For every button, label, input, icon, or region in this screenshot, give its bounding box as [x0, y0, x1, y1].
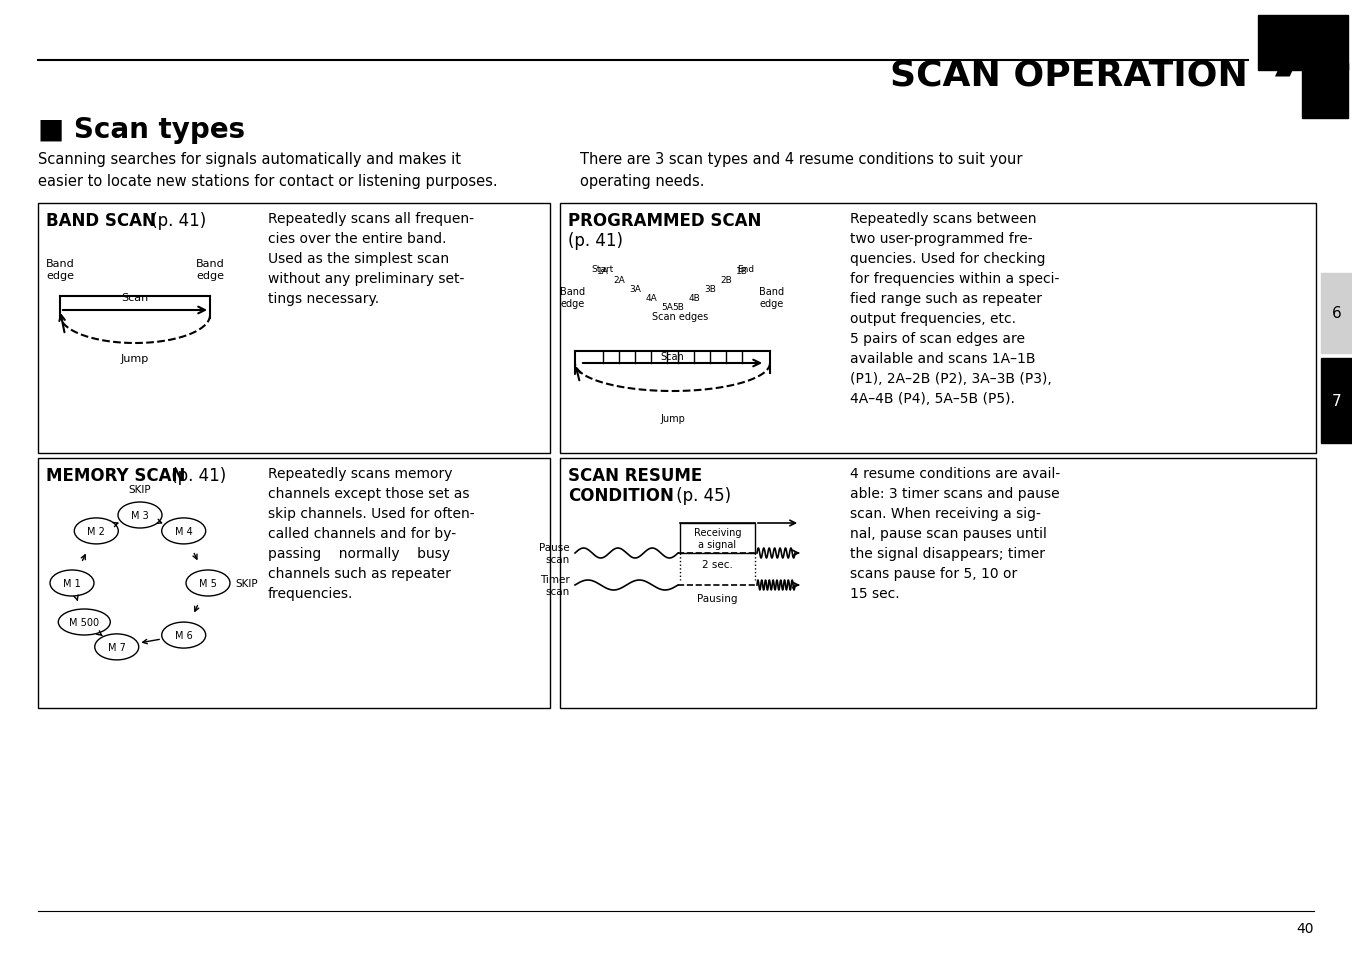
Text: (p. 41): (p. 41) — [166, 467, 226, 484]
Text: Band
edge: Band edge — [196, 259, 224, 281]
Text: 2A: 2A — [612, 275, 625, 285]
Text: M 2: M 2 — [88, 526, 105, 537]
Ellipse shape — [74, 518, 118, 544]
Text: M 6: M 6 — [174, 631, 192, 640]
Text: 1A: 1A — [598, 267, 608, 275]
Text: MEMORY SCAN: MEMORY SCAN — [46, 467, 185, 484]
Bar — [38, 204, 550, 454]
Text: 4 resume conditions are avail-
able: 3 timer scans and pause
scan. When receivin: 4 resume conditions are avail- able: 3 t… — [850, 467, 1060, 600]
Text: M 1: M 1 — [64, 578, 81, 588]
Ellipse shape — [95, 635, 139, 660]
Text: CONDITION: CONDITION — [568, 486, 673, 504]
Text: 3A: 3A — [629, 285, 641, 294]
Text: Pausing: Pausing — [698, 594, 738, 603]
Text: Receiving
a signal: Receiving a signal — [694, 528, 741, 549]
Ellipse shape — [187, 571, 230, 597]
Bar — [680, 523, 754, 554]
Text: 2 sec.: 2 sec. — [702, 559, 733, 569]
Text: M 5: M 5 — [199, 578, 216, 588]
Text: There are 3 scan types and 4 resume conditions to suit your
operating needs.: There are 3 scan types and 4 resume cond… — [580, 152, 1022, 189]
Text: SCAN RESUME: SCAN RESUME — [568, 467, 702, 484]
Bar — [1302, 64, 1348, 119]
Bar — [1321, 358, 1352, 443]
Ellipse shape — [50, 571, 95, 597]
Text: 4A: 4A — [645, 294, 657, 303]
Text: Pause
scan: Pause scan — [539, 542, 571, 564]
Text: Jump: Jump — [660, 414, 685, 423]
Text: SCAN OPERATION: SCAN OPERATION — [890, 58, 1248, 91]
Bar — [1257, 16, 1348, 71]
Text: Band
edge: Band edge — [46, 259, 74, 281]
Text: Timer
scan: Timer scan — [541, 575, 571, 597]
Text: 4B: 4B — [688, 294, 700, 303]
Text: Scan edges: Scan edges — [653, 312, 708, 322]
Text: Repeatedly scans memory
channels except those set as
skip channels. Used for oft: Repeatedly scans memory channels except … — [268, 467, 475, 600]
Bar — [1321, 274, 1352, 354]
Text: Repeatedly scans between
two user-programmed fre-
quencies. Used for checking
fo: Repeatedly scans between two user-progra… — [850, 212, 1060, 406]
Ellipse shape — [162, 518, 206, 544]
Text: (p. 41): (p. 41) — [568, 232, 623, 250]
Ellipse shape — [118, 502, 162, 529]
Text: Scan: Scan — [661, 352, 684, 361]
Text: M 7: M 7 — [108, 642, 126, 652]
Bar — [560, 204, 1315, 454]
Text: 2B: 2B — [721, 275, 731, 285]
Text: PROGRAMMED SCAN: PROGRAMMED SCAN — [568, 212, 761, 230]
Text: 5A: 5A — [661, 303, 673, 312]
Text: Band
edge: Band edge — [760, 287, 784, 309]
Ellipse shape — [58, 609, 111, 636]
Text: (p. 41): (p. 41) — [146, 212, 207, 230]
Text: Repeatedly scans all frequen-
cies over the entire band.
Used as the simplest sc: Repeatedly scans all frequen- cies over … — [268, 212, 475, 306]
Text: 7: 7 — [1263, 14, 1320, 91]
Bar — [560, 458, 1315, 708]
Text: 1B: 1B — [735, 267, 748, 275]
Bar — [38, 458, 550, 708]
Text: Scanning searches for signals automatically and makes it
easier to locate new st: Scanning searches for signals automatica… — [38, 152, 498, 189]
Text: M 4: M 4 — [174, 526, 192, 537]
Text: 40: 40 — [1297, 921, 1314, 935]
Text: M 3: M 3 — [131, 511, 149, 520]
Text: 7: 7 — [1332, 393, 1341, 408]
Ellipse shape — [162, 622, 206, 648]
Text: (p. 45): (p. 45) — [671, 486, 731, 504]
Text: BAND SCAN: BAND SCAN — [46, 212, 155, 230]
Text: End: End — [737, 265, 754, 274]
Text: Start: Start — [591, 265, 614, 274]
Text: 3B: 3B — [704, 285, 717, 294]
Text: SKIP: SKIP — [128, 484, 151, 495]
Text: Jump: Jump — [120, 354, 149, 364]
Text: ■ Scan types: ■ Scan types — [38, 116, 245, 144]
Text: 6: 6 — [1332, 306, 1341, 321]
Text: 5B: 5B — [672, 303, 684, 312]
Text: Scan: Scan — [122, 293, 149, 303]
Text: Band
edge: Band edge — [561, 287, 585, 309]
Text: SKIP: SKIP — [235, 578, 258, 588]
Text: M 500: M 500 — [69, 618, 99, 627]
